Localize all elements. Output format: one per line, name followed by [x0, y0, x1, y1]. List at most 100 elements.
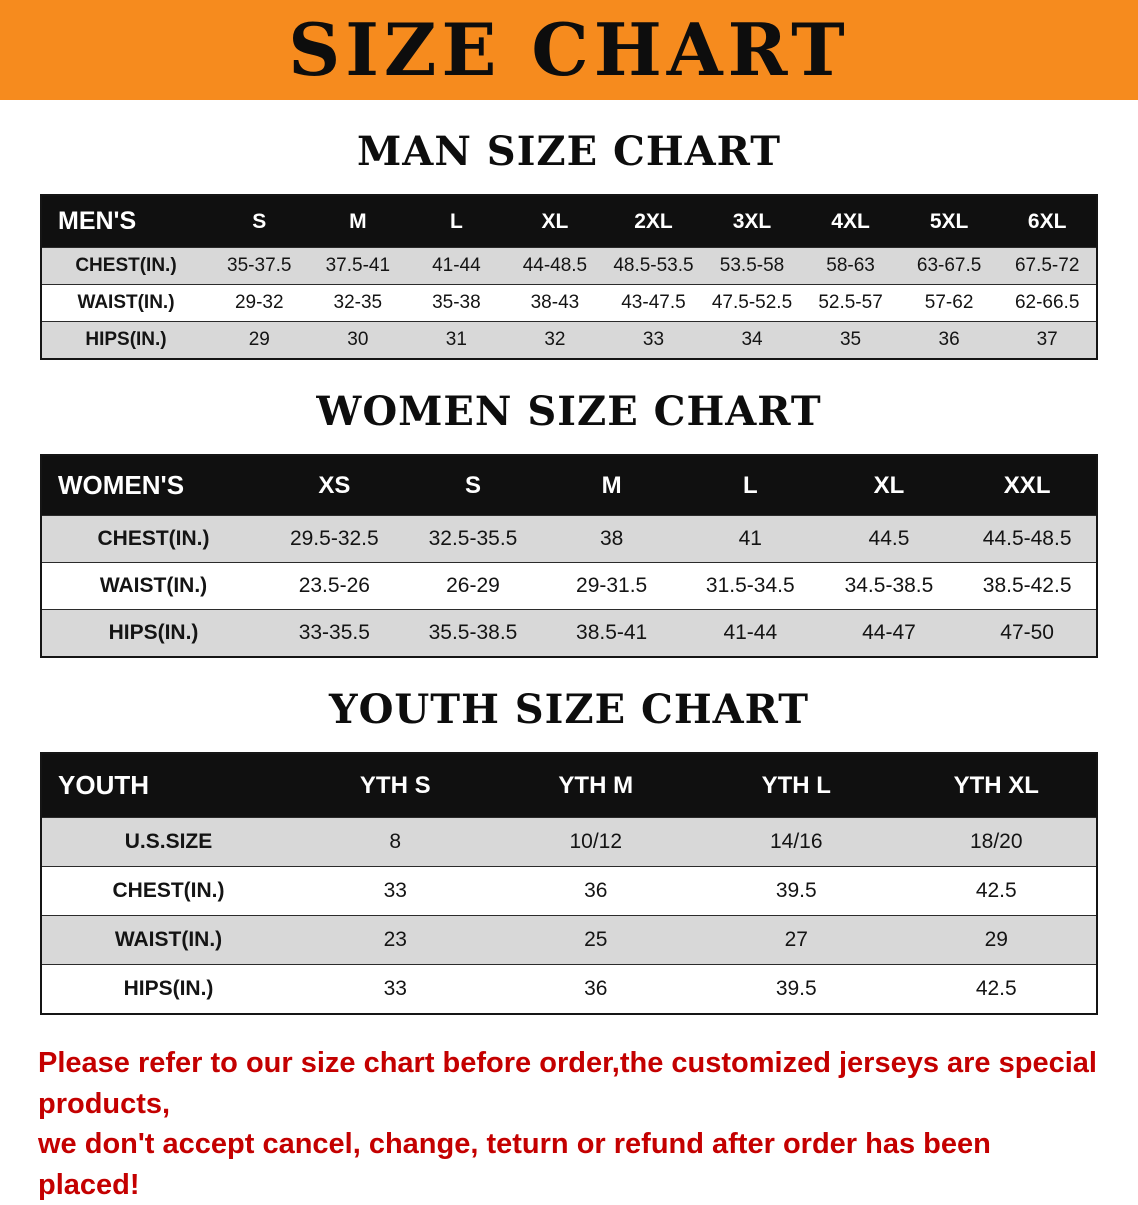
table-row: HIPS(IN.) 33 36 39.5 42.5: [41, 964, 1097, 1014]
size-header-cell: XL: [505, 195, 605, 248]
size-header-cell: 3XL: [702, 195, 802, 248]
value-cell: 41-44: [723, 621, 778, 644]
page-title: SIZE CHART: [288, 7, 850, 92]
table-header-row: WOMEN'S XS S M L XL XXL: [41, 455, 1097, 516]
value-cell: 42.5: [975, 879, 1017, 902]
row-label: CHEST(IN.): [75, 255, 177, 276]
size-header-cell: 4XL: [801, 195, 900, 248]
value-cell: 33-35.5: [298, 621, 370, 644]
value-cell: 36: [938, 329, 960, 350]
row-label: CHEST(IN.): [97, 527, 210, 550]
value-cell: 35-37.5: [227, 255, 292, 276]
value-cell: 37.5-41: [325, 255, 391, 276]
women-section-heading: WOMEN SIZE CHART: [316, 388, 822, 435]
value-cell: 10/12: [569, 830, 623, 853]
table-row: WAIST(IN.) 29-32 32-35 35-38 38-43 43-47.5 47.…: [41, 284, 1097, 322]
value-cell: 41-44: [432, 255, 481, 276]
table-row: CHEST(IN.) 29.5-32.5 32.5-35.5 38 41 44.5 44.5…: [41, 515, 1097, 563]
row-label: HIPS(IN.): [108, 621, 199, 644]
youth-size-table: YOUTH YTH S YTH M YTH L YTH XL U.S.SIZE 8 10/12…: [40, 752, 1098, 1015]
value-cell: 32: [544, 329, 566, 350]
size-header-cell: L: [680, 455, 820, 516]
footer-disclaimer-line1: Please refer to our size chart before or…: [38, 1047, 1097, 1120]
value-cell: 29-32: [234, 292, 284, 313]
value-cell: 33: [383, 977, 407, 1000]
value-cell: 39.5: [775, 879, 817, 902]
table-row: HIPS(IN.) 33-35.5 35.5-38.5 38.5-41 41-44 44-…: [41, 609, 1097, 657]
value-cell: 41: [738, 527, 762, 550]
men-section-heading: MAN SIZE CHART: [357, 128, 781, 175]
row-label: CHEST(IN.): [112, 879, 225, 902]
size-header-cell: M: [308, 195, 408, 248]
value-cell: 14/16: [769, 830, 823, 853]
value-cell: 44-47: [862, 621, 916, 644]
table-title-cell: WOMEN'S: [41, 455, 265, 516]
value-cell: 29: [248, 329, 270, 350]
value-cell: 25: [584, 928, 608, 951]
table-header-row: MEN'S S M L XL 2XL 3XL 4XL 5XL 6XL: [41, 195, 1097, 248]
value-cell: 26-29: [446, 574, 500, 597]
value-cell: 38.5-41: [576, 621, 648, 644]
value-cell: 37: [1036, 329, 1058, 350]
size-header-cell: S: [403, 455, 543, 516]
value-cell: 8: [389, 830, 402, 853]
value-cell: 32.5-35.5: [428, 527, 518, 550]
size-header-cell: XXL: [958, 455, 1097, 516]
table-title-cell: MEN'S: [41, 195, 210, 248]
value-cell: 47.5-52.5: [711, 292, 793, 313]
size-header-cell: XL: [819, 455, 959, 516]
row-label: WAIST(IN.): [99, 574, 208, 597]
footer-disclaimer: Please refer to our size chart before or…: [38, 1043, 1100, 1205]
value-cell: 32-35: [333, 292, 383, 313]
value-cell: 53.5-58: [719, 255, 785, 276]
size-header-cell: YTH XL: [896, 753, 1097, 818]
value-cell: 33: [642, 329, 665, 350]
row-label: WAIST(IN.): [77, 292, 175, 313]
value-cell: 33: [383, 879, 407, 902]
footer-disclaimer-line2: we don't accept cancel, change, teturn o…: [38, 1128, 991, 1201]
value-cell: 63-67.5: [916, 255, 982, 276]
row-label: WAIST(IN.): [114, 928, 223, 951]
size-header-cell: 6XL: [998, 195, 1097, 248]
value-cell: 29: [984, 928, 1008, 951]
size-chart-banner: SIZE CHART: [0, 0, 1138, 100]
value-cell: 52.5-57: [818, 292, 883, 313]
value-cell: 62-66.5: [1014, 292, 1080, 313]
table-row: CHEST(IN.) 33 36 39.5 42.5: [41, 866, 1097, 916]
size-header-cell: M: [542, 455, 681, 516]
value-cell: 44-48.5: [522, 255, 588, 276]
size-header-cell: L: [407, 195, 506, 248]
value-cell: 44.5: [868, 527, 910, 550]
row-label: HIPS(IN.): [123, 977, 214, 1000]
value-cell: 36: [584, 879, 608, 902]
value-cell: 35.5-38.5: [428, 621, 518, 644]
row-label: U.S.SIZE: [124, 830, 213, 853]
value-cell: 29-31.5: [576, 574, 648, 597]
table-row: CHEST(IN.) 35-37.5 37.5-41 41-44 44-48.5 48.5…: [41, 247, 1097, 285]
value-cell: 39.5: [775, 977, 817, 1000]
value-cell: 34.5-38.5: [844, 574, 934, 597]
value-cell: 34: [741, 329, 763, 350]
value-cell: 27: [784, 928, 808, 951]
value-cell: 23: [383, 928, 407, 951]
value-cell: 30: [347, 329, 369, 350]
value-cell: 35-38: [432, 292, 481, 313]
row-label: HIPS(IN.): [85, 329, 167, 350]
size-header-cell: YTH S: [295, 753, 496, 818]
table-title-cell: YOUTH: [41, 753, 295, 818]
value-cell: 43-47.5: [621, 292, 686, 313]
size-header-cell: 5XL: [899, 195, 999, 248]
table-header-row: YOUTH YTH S YTH M YTH L YTH XL: [41, 753, 1097, 818]
value-cell: 42.5: [975, 977, 1017, 1000]
value-cell: 38: [599, 527, 624, 550]
size-header-cell: YTH L: [696, 753, 897, 818]
size-header-cell: 2XL: [604, 195, 703, 248]
value-cell: 38-43: [530, 292, 580, 313]
value-cell: 58-63: [826, 255, 875, 276]
size-header-cell: S: [210, 195, 309, 248]
value-cell: 18/20: [969, 830, 1023, 853]
value-cell: 23.5-26: [298, 574, 370, 597]
value-cell: 36: [584, 977, 608, 1000]
table-row: U.S.SIZE 8 10/12 14/16 18/20: [41, 817, 1097, 867]
size-header-cell: XS: [265, 455, 404, 516]
